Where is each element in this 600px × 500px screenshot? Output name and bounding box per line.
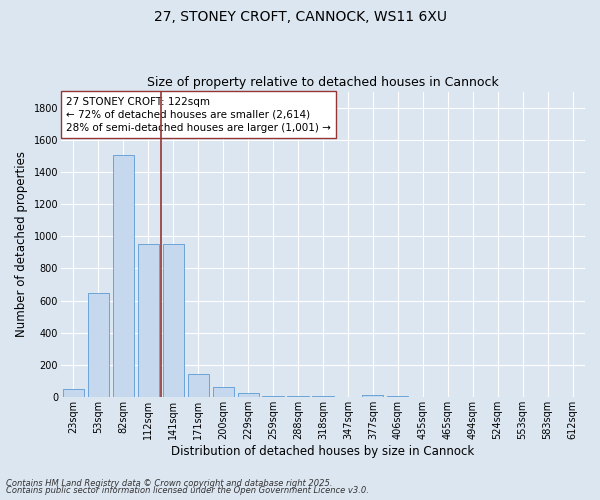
Bar — [188, 374, 209, 397]
Title: Size of property relative to detached houses in Cannock: Size of property relative to detached ho… — [147, 76, 499, 90]
X-axis label: Distribution of detached houses by size in Cannock: Distribution of detached houses by size … — [172, 444, 475, 458]
Bar — [287, 396, 308, 397]
Bar — [238, 394, 259, 397]
Bar — [137, 244, 159, 397]
Text: Contains public sector information licensed under the Open Government Licence v3: Contains public sector information licen… — [6, 486, 369, 495]
Bar — [163, 244, 184, 397]
Y-axis label: Number of detached properties: Number of detached properties — [15, 152, 28, 338]
Bar — [362, 395, 383, 397]
Text: 27 STONEY CROFT: 122sqm
← 72% of detached houses are smaller (2,614)
28% of semi: 27 STONEY CROFT: 122sqm ← 72% of detache… — [66, 96, 331, 133]
Bar — [262, 396, 284, 397]
Text: 27, STONEY CROFT, CANNOCK, WS11 6XU: 27, STONEY CROFT, CANNOCK, WS11 6XU — [154, 10, 446, 24]
Bar — [212, 387, 234, 397]
Bar — [63, 390, 84, 397]
Bar — [88, 292, 109, 397]
Text: Contains HM Land Registry data © Crown copyright and database right 2025.: Contains HM Land Registry data © Crown c… — [6, 478, 332, 488]
Bar — [113, 154, 134, 397]
